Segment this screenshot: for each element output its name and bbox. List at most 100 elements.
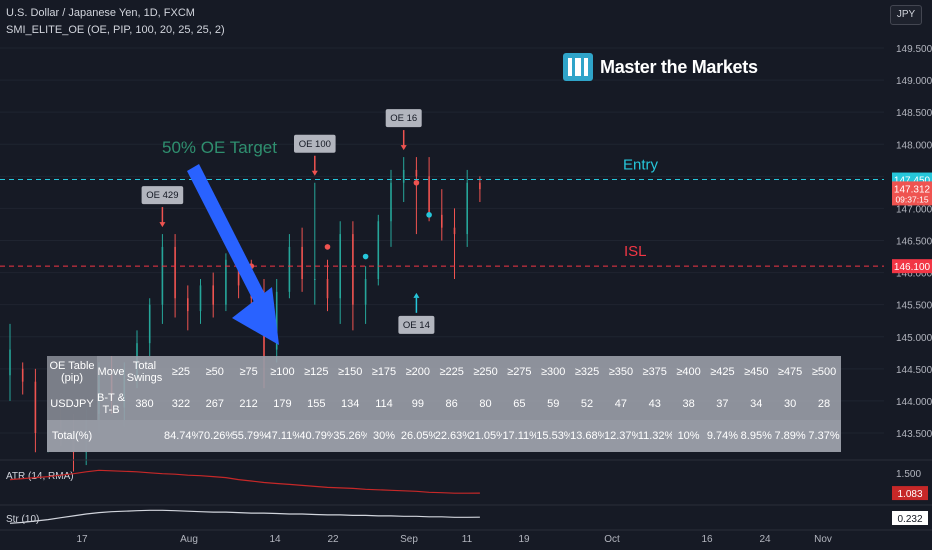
table-cell: ≥450 — [744, 366, 769, 378]
oe-label: OE 100 — [294, 134, 336, 176]
x-tick-label: Oct — [604, 534, 620, 545]
table-cell: ≥325 — [574, 366, 600, 378]
candle — [199, 279, 202, 324]
table-cell: ≥50 — [205, 366, 224, 378]
table-cell: 17.11% — [502, 420, 537, 452]
candle — [377, 214, 380, 286]
table-cell: 35.26% — [333, 420, 368, 452]
table-cell: 26.05% — [400, 420, 435, 452]
candle — [339, 221, 341, 324]
svg-text:OE 14: OE 14 — [403, 320, 430, 331]
table-cell: ≥300 — [541, 366, 566, 378]
table-cell: ≥475 — [777, 366, 803, 378]
candle — [314, 182, 316, 305]
svg-text:OE 100: OE 100 — [299, 139, 331, 150]
y-tick-label: 148.500 — [896, 108, 932, 119]
atr-value-tag — [892, 486, 928, 501]
oe-table: OE Table (pip) Move Total Swings ≥25 ≥50 ≥75 ≥… — [47, 356, 841, 452]
table-cell: ≥100 — [270, 366, 295, 378]
table-cell: OE Table (pip) — [47, 356, 97, 388]
oe-label: OE 429 — [141, 186, 184, 228]
table-cell: ≥275 — [507, 366, 532, 378]
svg-text:OE 16: OE 16 — [390, 113, 417, 124]
currency-button[interactable]: JPY — [890, 5, 922, 25]
level-price-tag — [892, 259, 932, 274]
candle — [479, 176, 481, 202]
signal-dot — [362, 253, 369, 260]
table-cell: 380 — [135, 398, 154, 410]
table-cell: ≥225 — [439, 366, 464, 378]
annotation-label: 50% OE Target — [162, 138, 277, 157]
table-cell: 59 — [547, 398, 560, 410]
target-arrow — [187, 164, 279, 345]
str-line — [9, 509, 480, 524]
table-cell: 212 — [239, 398, 258, 410]
x-tick-label: 14 — [269, 534, 281, 545]
x-tick-label: 16 — [701, 534, 713, 545]
y-tick-label: 145.500 — [896, 301, 932, 312]
table-row: OE Table (pip) Move Total Swings ≥25 ≥50 ≥75 ≥… — [47, 356, 841, 388]
table-cell: 155 — [307, 398, 326, 410]
table-cell: 99 — [411, 398, 424, 410]
table-cell: 9.74% — [705, 420, 740, 452]
table-cell: 80 — [479, 398, 492, 410]
table-cell: ≥250 — [473, 366, 498, 378]
x-tick-label: 19 — [518, 534, 530, 545]
brand-logo: Master the Markets — [563, 52, 758, 82]
candle — [225, 253, 227, 312]
table-cell: 13.68% — [570, 420, 604, 452]
table-cell: 12.37% — [603, 420, 638, 452]
y-tick-label: 147.000 — [896, 204, 932, 215]
countdown-label: 09:37:15 — [895, 194, 928, 204]
table-cell: Total(%) — [47, 420, 97, 452]
table-row: USDJPY B-T & T-B 380 322 267 212 179 155 134 114 9… — [47, 388, 841, 420]
x-tick-label: 22 — [327, 534, 339, 545]
chart-title: U.S. Dollar / Japanese Yen, 1D, FXCM — [6, 7, 195, 19]
candle — [9, 323, 11, 401]
candle — [402, 157, 405, 202]
signal-dot — [426, 212, 432, 218]
table-cell: Move — [97, 366, 125, 378]
table-cell: 30 — [783, 398, 797, 410]
candle — [441, 189, 443, 241]
y-tick-label: 144.500 — [896, 365, 932, 376]
table-cell: 52 — [580, 398, 594, 410]
atr-title: ATR (14, RMA) — [6, 471, 74, 482]
table-cell: 267 — [205, 398, 224, 410]
table-cell: ≥425 — [710, 366, 735, 378]
level-price-label: 147.450 — [894, 176, 931, 187]
table-cell: 11.32% — [637, 420, 672, 452]
table-cell: 10% — [671, 420, 706, 452]
candle — [352, 221, 354, 331]
table-cell: 43 — [648, 398, 661, 410]
x-tick-label: Aug — [180, 534, 198, 545]
y-tick-label: 145.000 — [896, 333, 932, 344]
x-tick-label: 24 — [759, 534, 771, 545]
table-cell: 28 — [817, 398, 831, 410]
str-value-tag — [892, 511, 928, 525]
atr-tick-label: 1.500 — [896, 469, 921, 480]
y-tick-label: 148.000 — [896, 140, 932, 151]
y-tick-label: 143.500 — [896, 429, 932, 440]
table-cell — [97, 420, 125, 452]
x-tick-label: Sep — [400, 534, 418, 545]
candle — [428, 157, 430, 222]
table-cell — [125, 420, 164, 452]
table-cell: ≥500 — [811, 366, 837, 378]
table-cell: 86 — [445, 398, 458, 410]
candle — [466, 169, 468, 247]
signal-dot — [413, 179, 420, 186]
table-cell: 322 — [171, 398, 191, 410]
y-tick-label: 146.500 — [896, 237, 932, 248]
table-cell: ≥350 — [608, 366, 634, 378]
last-price-tag — [892, 181, 932, 206]
candle — [174, 234, 176, 318]
indicator-legend: SMI_ELITE_OE (OE, PIP, 100, 20, 25, 25, … — [6, 24, 225, 36]
table-cell: ≥175 — [371, 366, 397, 378]
table-cell: 7.37% — [807, 420, 841, 452]
table-cell: 38 — [682, 398, 695, 410]
table-cell: 179 — [273, 398, 292, 410]
last-price-label: 147.312 — [894, 184, 931, 195]
